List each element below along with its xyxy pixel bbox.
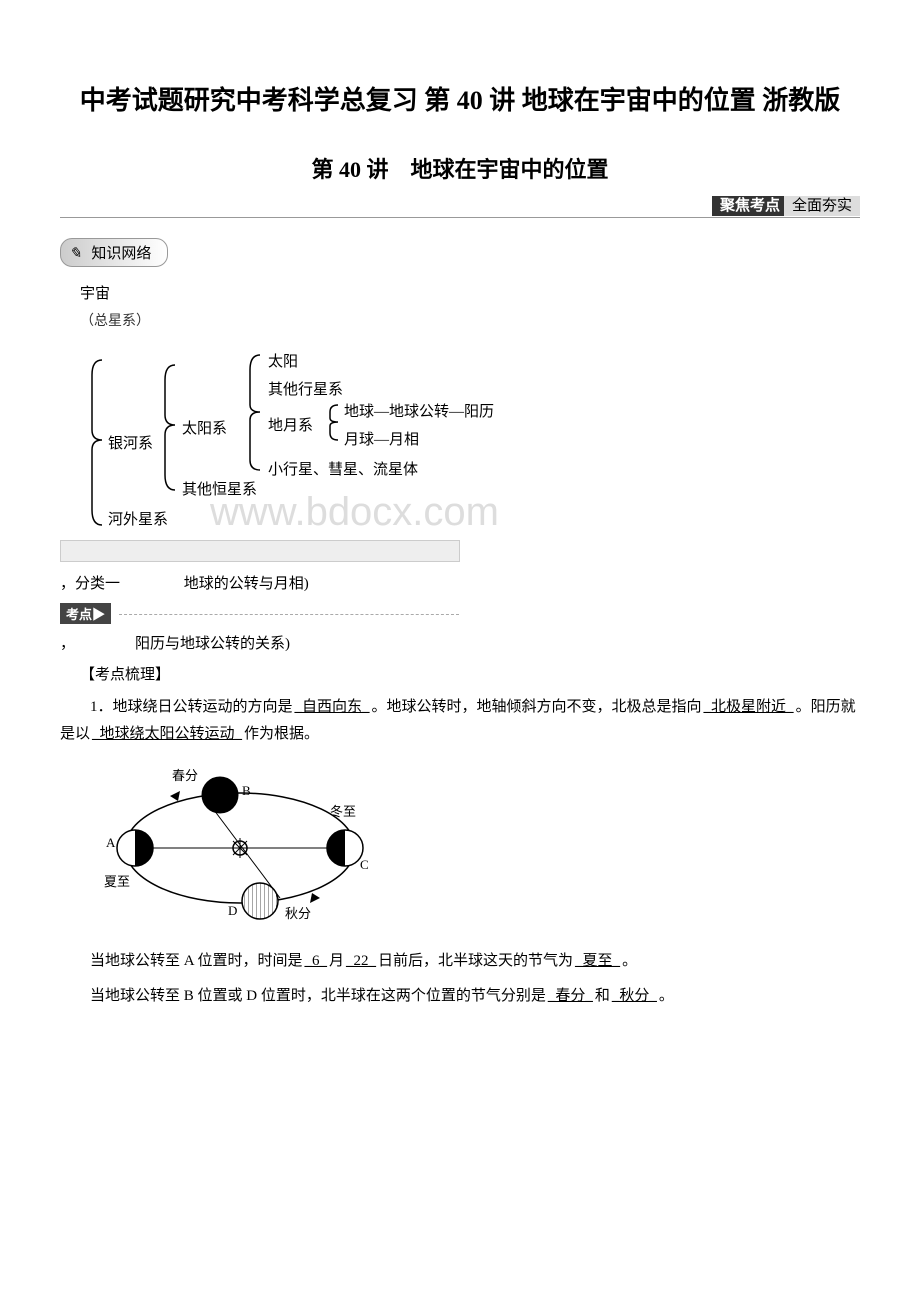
decorative-banner	[60, 540, 460, 562]
answer-xiazhi: _夏至_	[573, 953, 622, 969]
paragraph-2: 当地球公转至 A 位置时，时间是_6_月_22_日前后，北半球这天的节气为_夏至…	[60, 948, 860, 975]
leaf-icon: ✎	[69, 246, 82, 262]
label-qiufen: 秋分	[285, 903, 311, 922]
knowledge-network-label: 知识网络	[91, 246, 151, 262]
knowledge-network-banner: ✎ 知识网络	[60, 238, 860, 267]
orbit-svg	[100, 763, 380, 933]
hier-sun: 太阳	[268, 350, 298, 371]
hierarchy-diagram: www.bdocx.com 银河系 河外星系 太阳系 其他恒星系 太阳 其他行星…	[90, 350, 860, 530]
label-D: D	[228, 903, 237, 919]
hierarchy-root: 宇宙	[80, 282, 860, 306]
hier-other-planet: 其他行星系	[268, 378, 343, 399]
orbit-diagram: 春分 B 冬至 A C 夏至 D 秋分	[100, 763, 380, 933]
paragraph-1: 1．地球绕日公转运动的方向是_自西向东_。地球公转时，地轴倾斜方向不变，北极总是…	[60, 694, 860, 748]
answer-chunfen: _春分_	[546, 988, 595, 1004]
hier-solar: 太阳系	[182, 417, 227, 438]
main-title: 中考试题研究中考科学总复习 第 40 讲 地球在宇宙中的位置 浙教版	[60, 80, 860, 122]
answer-day: _22_	[344, 953, 378, 969]
exam-point-badge: 考点▶	[60, 603, 111, 624]
sub-title: 第 40 讲 地球在宇宙中的位置	[60, 152, 860, 184]
hier-earth-moon: 地月系	[268, 414, 313, 435]
label-B: B	[242, 783, 251, 799]
category-prefix: ，分类一	[60, 576, 120, 592]
answer-polaris: _北极星附近_	[702, 699, 796, 715]
hierarchy-root-sub: （总星系）	[80, 310, 860, 330]
banner-light-text: 全面夯实	[784, 196, 860, 216]
hier-earth-revolution: 地球—地球公转—阳历	[344, 400, 494, 421]
label-A: A	[106, 835, 115, 851]
answer-direction: _自西向东_	[293, 699, 372, 715]
answer-qiufen: _秋分_	[610, 988, 659, 1004]
answer-revolution: _地球绕太阳公转运动_	[90, 726, 244, 742]
paragraph-3: 当地球公转至 B 位置或 D 位置时，北半球在这两个位置的节气分别是_春分_和_…	[60, 983, 860, 1010]
label-dongzhi: 冬至	[330, 801, 356, 820]
label-C: C	[360, 857, 369, 873]
hier-small-bodies: 小行星、彗星、流星体	[268, 458, 418, 479]
exam-point-row: 考点▶	[60, 603, 860, 624]
banner-dark-text: 聚焦考点	[712, 196, 788, 216]
hier-other-star: 其他恒星系	[182, 478, 257, 499]
label-xiazhi: 夏至	[104, 871, 130, 890]
exam-point-1-text: ，阳历与地球公转的关系)	[60, 632, 860, 653]
category-line: ，分类一 地球的公转与月相)	[60, 572, 860, 593]
focus-banner: 聚焦考点全面夯实	[60, 194, 860, 218]
dashed-line	[119, 614, 459, 615]
hier-extragalactic: 河外星系	[108, 508, 168, 529]
section-combing-label: 【考点梳理】	[80, 663, 860, 684]
hier-milkyway: 银河系	[108, 432, 153, 453]
hier-moon-phase: 月球—月相	[344, 428, 419, 449]
answer-month: _6_	[303, 953, 330, 969]
category-text: 地球的公转与月相)	[184, 576, 309, 592]
label-chunfen: 春分	[172, 765, 198, 784]
